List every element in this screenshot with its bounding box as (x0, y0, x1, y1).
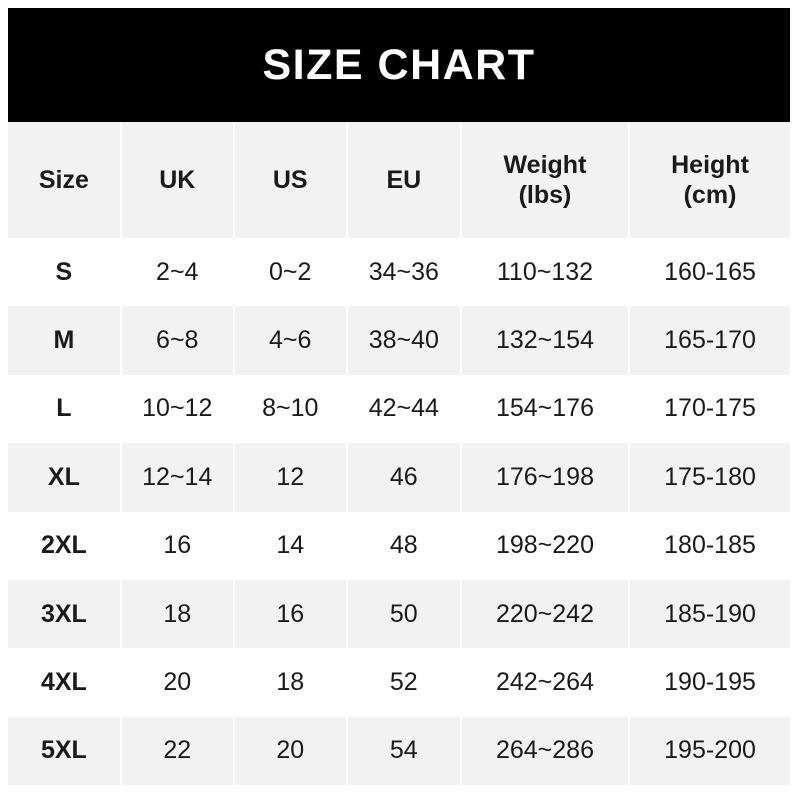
cell-weight: 242~264 (461, 648, 631, 717)
table-row: S 2~4 0~2 34~36 110~132 160-165 (8, 238, 790, 307)
cell-height: 165-170 (630, 306, 790, 375)
column-header-eu-line1: EU (386, 165, 422, 194)
table-row: 4XL 20 18 52 242~264 190-195 (8, 648, 790, 717)
cell-eu: 46 (347, 443, 462, 512)
column-header-us-line1: US (272, 165, 308, 194)
table-row: 2XL 16 14 48 198~220 180-185 (8, 511, 790, 580)
cell-us: 12 (234, 443, 348, 512)
column-header-weight: Weight (lbs) (461, 122, 631, 238)
column-header-height-line2: (cm) (683, 181, 737, 209)
cell-eu: 50 (347, 579, 462, 649)
cell-eu: 38~40 (347, 306, 462, 375)
cell-uk: 20 (121, 648, 235, 717)
cell-weight: 110~132 (461, 238, 631, 307)
cell-size: S (8, 238, 122, 307)
cell-size: 3XL (8, 579, 122, 649)
cell-weight: 264~286 (461, 716, 631, 785)
table-row: 5XL 22 20 54 264~286 195-200 (8, 716, 790, 785)
cell-uk: 10~12 (121, 374, 235, 444)
title-banner: SIZE CHART (8, 8, 790, 122)
cell-eu: 48 (347, 511, 462, 580)
cell-us: 8~10 (234, 374, 348, 444)
table-row: 3XL 18 16 50 220~242 185-190 (8, 579, 790, 649)
cell-uk: 6~8 (121, 306, 235, 375)
cell-size: XL (8, 443, 122, 512)
table-body: S 2~4 0~2 34~36 110~132 160-165 M 6~8 4~… (8, 238, 790, 785)
cell-uk: 12~14 (121, 443, 235, 512)
cell-us: 16 (234, 579, 348, 649)
cell-height: 195-200 (630, 716, 790, 785)
cell-height: 160-165 (630, 238, 790, 307)
cell-us: 14 (234, 511, 348, 580)
table-header: Size UK US EU Weight (lbs) Height (cm) (8, 122, 790, 238)
table-header-row: Size UK US EU Weight (lbs) Height (cm) (8, 122, 790, 238)
cell-weight: 220~242 (461, 579, 631, 649)
cell-eu: 34~36 (347, 238, 462, 307)
cell-size: 2XL (8, 511, 122, 580)
cell-size: 4XL (8, 648, 122, 717)
cell-us: 0~2 (234, 238, 348, 307)
column-header-weight-line1: Weight (503, 150, 587, 179)
column-header-size: Size (8, 122, 122, 238)
column-header-height: Height (cm) (630, 122, 790, 238)
cell-height: 170-175 (630, 374, 790, 444)
cell-eu: 54 (347, 716, 462, 785)
cell-uk: 22 (121, 716, 235, 785)
cell-height: 190-195 (630, 648, 790, 717)
table-row: XL 12~14 12 46 176~198 175-180 (8, 443, 790, 512)
column-header-eu: EU (347, 122, 462, 238)
cell-weight: 176~198 (461, 443, 631, 512)
cell-size: L (8, 374, 122, 444)
cell-us: 4~6 (234, 306, 348, 375)
cell-size: M (8, 306, 122, 375)
column-header-uk-line1: UK (159, 165, 196, 194)
cell-size: 5XL (8, 716, 122, 785)
cell-eu: 52 (347, 648, 462, 717)
cell-eu: 42~44 (347, 374, 462, 444)
cell-height: 185-190 (630, 579, 790, 649)
cell-weight: 198~220 (461, 511, 631, 580)
table-row: L 10~12 8~10 42~44 154~176 170-175 (8, 374, 790, 444)
size-chart-table: Size UK US EU Weight (lbs) Height (cm) (8, 122, 790, 785)
column-header-size-line1: Size (38, 165, 89, 194)
table-row: M 6~8 4~6 38~40 132~154 165-170 (8, 306, 790, 375)
cell-uk: 2~4 (121, 238, 235, 307)
cell-uk: 18 (121, 579, 235, 649)
cell-us: 20 (234, 716, 348, 785)
column-header-us: US (234, 122, 348, 238)
column-header-height-line1: Height (671, 150, 749, 179)
cell-weight: 154~176 (461, 374, 631, 444)
cell-height: 175-180 (630, 443, 790, 512)
column-header-weight-line2: (lbs) (518, 181, 572, 209)
cell-uk: 16 (121, 511, 235, 580)
column-header-uk: UK (121, 122, 235, 238)
cell-height: 180-185 (630, 511, 790, 580)
cell-weight: 132~154 (461, 306, 631, 375)
cell-us: 18 (234, 648, 348, 717)
page-title: SIZE CHART (262, 40, 536, 89)
